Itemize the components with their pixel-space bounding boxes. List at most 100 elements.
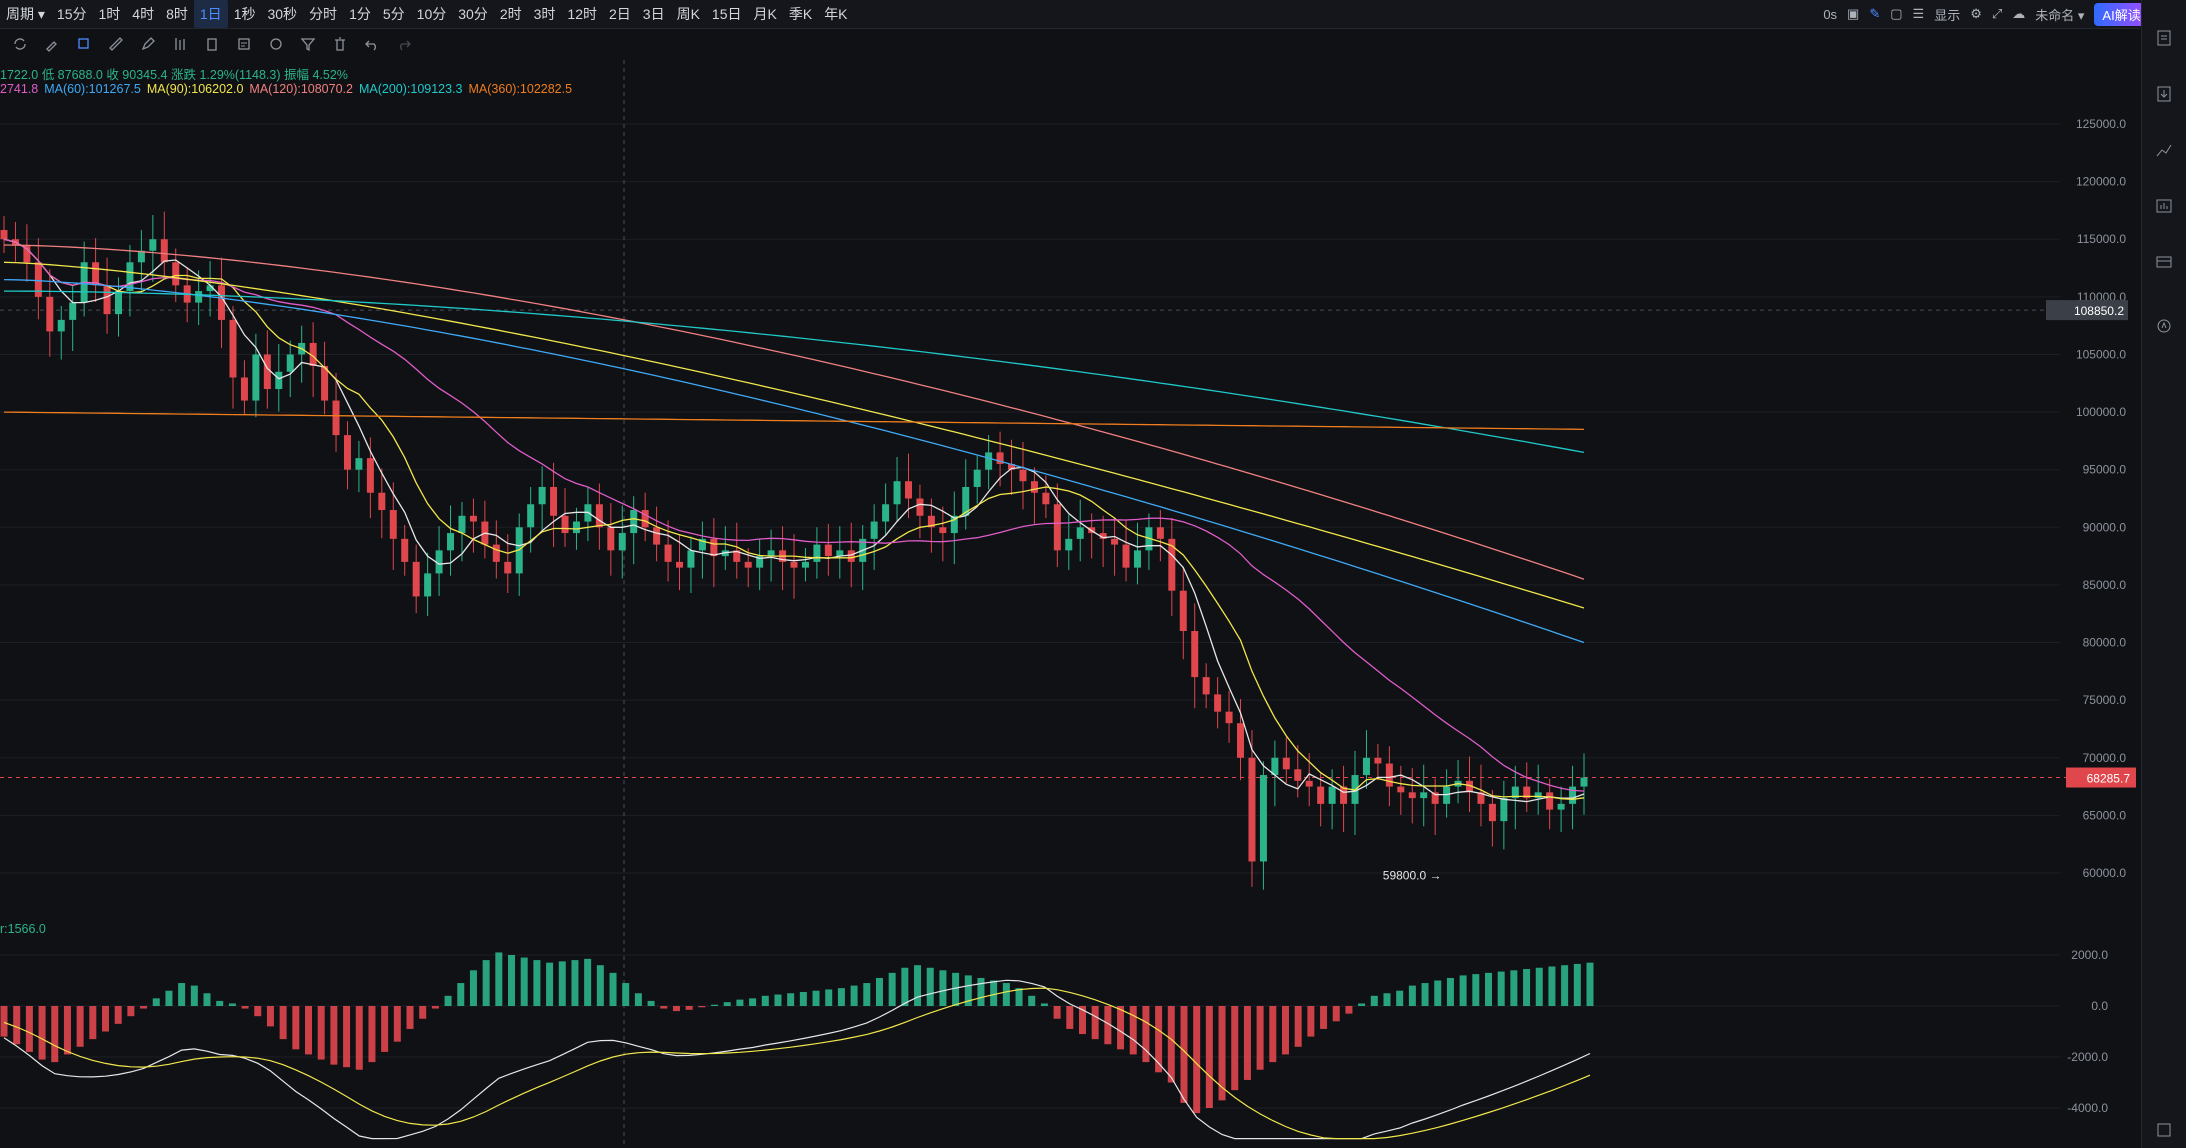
period-16[interactable]: 2日 xyxy=(608,6,631,22)
candle-body xyxy=(1053,504,1061,551)
candle-body xyxy=(1305,780,1313,787)
price-axis-label: 105000.0 xyxy=(2076,347,2126,361)
macd-histogram-bar xyxy=(1167,1006,1175,1083)
ruler-icon[interactable] xyxy=(108,36,124,52)
ai-interpret-button[interactable]: AI解读 xyxy=(2094,2,2149,26)
select-icon[interactable] xyxy=(76,36,92,52)
trash-icon[interactable] xyxy=(332,36,348,52)
macd-histogram-bar xyxy=(926,967,934,1006)
price-chart[interactable]: 125000.0120000.0115000.0110000.0105000.0… xyxy=(0,60,2140,1148)
depth-icon[interactable] xyxy=(2154,252,2174,272)
period-13[interactable]: 2时 xyxy=(499,6,522,22)
brush-icon[interactable] xyxy=(44,36,60,52)
compass-icon[interactable] xyxy=(2154,316,2174,336)
download-icon[interactable] xyxy=(2154,84,2174,104)
macd-histogram-bar xyxy=(672,1006,680,1012)
macd-axis-label: 0.0 xyxy=(2091,999,2108,1013)
candle-body xyxy=(412,561,420,597)
filter-icon[interactable] xyxy=(300,36,316,52)
candle-body xyxy=(962,486,970,516)
document-icon[interactable] xyxy=(2154,28,2174,48)
cloud-icon[interactable]: ☁ xyxy=(2012,6,2026,21)
candle-body xyxy=(34,262,42,297)
macd-histogram-bar xyxy=(1320,1006,1328,1029)
period-5[interactable]: 1日 xyxy=(193,0,228,28)
period-10[interactable]: 5分 xyxy=(382,6,405,22)
candle-body xyxy=(882,504,890,522)
period-22[interactable]: 年K xyxy=(824,6,848,22)
candle-body xyxy=(1569,786,1577,804)
period-15[interactable]: 12时 xyxy=(567,6,597,22)
pen-icon[interactable] xyxy=(140,36,156,52)
period-20[interactable]: 月K xyxy=(753,6,777,22)
macd-histogram-bar xyxy=(736,999,744,1006)
candle-body xyxy=(687,550,695,568)
period-14[interactable]: 3时 xyxy=(533,6,556,22)
ma-magenta-line xyxy=(3,238,1585,792)
period-4[interactable]: 8时 xyxy=(166,6,188,22)
ma-legend-item-1: MA(60):101267.5 xyxy=(44,82,141,96)
ma-white-line xyxy=(3,238,1585,803)
trend-icon[interactable] xyxy=(2154,140,2174,160)
macd-histogram-bar xyxy=(140,1006,148,1009)
macd-histogram-bar xyxy=(1408,985,1416,1006)
period-7[interactable]: 30秒 xyxy=(267,6,298,22)
candle-body xyxy=(492,544,500,562)
price-axis-label: 70000.0 xyxy=(2083,751,2127,765)
period-19[interactable]: 15日 xyxy=(711,6,742,22)
macd-histogram-bar xyxy=(1434,980,1442,1006)
fullscreen-icon[interactable]: ⤢ xyxy=(1991,6,2003,21)
macd-histogram-bar xyxy=(1459,975,1467,1006)
period-2[interactable]: 1时 xyxy=(98,6,121,22)
display-button[interactable]: 显示 xyxy=(1934,7,1961,23)
period-18[interactable]: 周K xyxy=(676,6,700,22)
period-0[interactable]: 周期 ▾ xyxy=(6,6,45,22)
period-6[interactable]: 1秒 xyxy=(233,6,256,22)
candle-body xyxy=(618,533,626,551)
period-21[interactable]: 季K xyxy=(788,6,813,22)
macd-histogram-bar xyxy=(266,1006,274,1027)
period-11[interactable]: 10分 xyxy=(416,6,447,22)
period-1[interactable]: 15分 xyxy=(56,6,87,22)
macd-histogram-bar xyxy=(711,1004,719,1006)
pencil-icon[interactable]: ✎ xyxy=(1869,6,1881,21)
period-17[interactable]: 3日 xyxy=(642,6,665,22)
candle-tool-icon[interactable] xyxy=(172,36,188,52)
candle-body xyxy=(1271,757,1279,776)
macd-histogram-bar xyxy=(431,1006,439,1009)
bar-chart-icon[interactable] xyxy=(2154,196,2174,216)
redo-icon[interactable] xyxy=(396,36,412,52)
gear-icon[interactable]: ⚙ xyxy=(1970,6,1982,21)
window-icon[interactable]: ▢ xyxy=(1890,6,1903,21)
macd-histogram-bar xyxy=(1510,970,1518,1006)
macd-axis-label: -4000.0 xyxy=(2067,1101,2108,1115)
candle-body xyxy=(1019,469,1027,482)
macd-histogram-bar xyxy=(622,983,630,1006)
clipboard-icon[interactable] xyxy=(204,36,220,52)
period-9[interactable]: 1分 xyxy=(349,6,371,22)
undo-icon[interactable] xyxy=(364,36,380,52)
candle-body xyxy=(1008,463,1016,470)
ma-legend-item-3: MA(120):108070.2 xyxy=(249,82,353,96)
candle-body xyxy=(1248,757,1256,862)
list-icon[interactable]: ☰ xyxy=(1912,6,1925,21)
candle-body xyxy=(1191,631,1199,678)
candle-body xyxy=(1225,711,1233,724)
macd-histogram-bar xyxy=(1294,1006,1302,1047)
macd-histogram-bar xyxy=(914,965,922,1006)
camera-icon[interactable]: ▣ xyxy=(1847,6,1860,21)
period-3[interactable]: 4时 xyxy=(132,6,155,22)
last-price-badge xyxy=(2066,767,2136,788)
magnet-icon[interactable] xyxy=(268,36,284,52)
grid-icon[interactable] xyxy=(2154,1120,2174,1140)
candle-body xyxy=(1500,798,1508,822)
note-icon[interactable] xyxy=(236,36,252,52)
refresh-icon[interactable] xyxy=(12,36,28,52)
workspace-dropdown[interactable]: 未命名 ▾ xyxy=(2035,7,2085,23)
period-8[interactable]: 分时 xyxy=(309,6,338,22)
period-12[interactable]: 30分 xyxy=(458,6,488,22)
macd-histogram-bar xyxy=(1155,1006,1163,1073)
candle-body xyxy=(893,481,901,505)
macd-histogram-bar xyxy=(1066,1006,1074,1029)
macd-histogram-bar xyxy=(1586,962,1594,1006)
